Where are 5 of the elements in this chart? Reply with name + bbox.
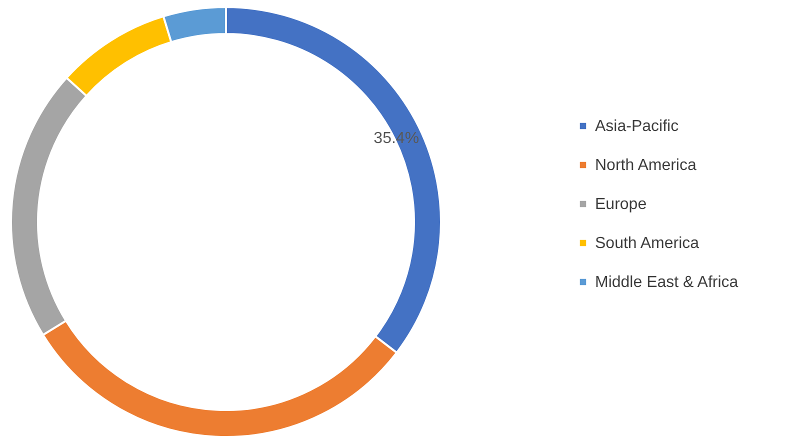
legend-label: South America bbox=[595, 235, 700, 252]
legend-label: Middle East & Africa bbox=[595, 274, 738, 291]
legend-label: Asia-Pacific bbox=[595, 118, 679, 135]
legend-label: North America bbox=[595, 157, 696, 174]
legend-label: Europe bbox=[595, 196, 647, 213]
